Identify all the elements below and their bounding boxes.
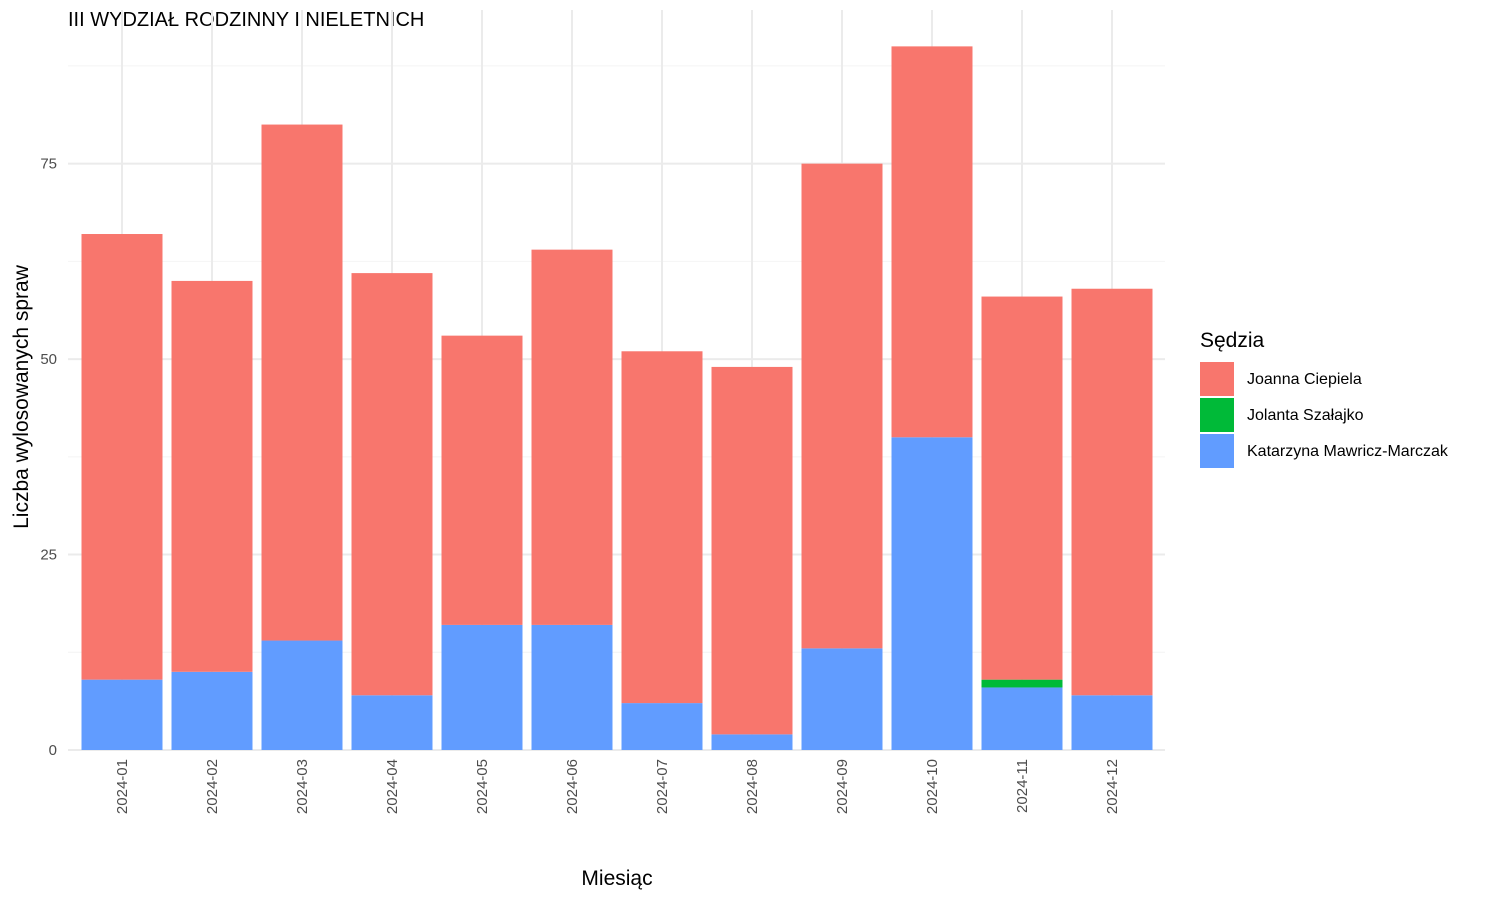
bar-segment [351,695,433,750]
legend-label: Jolanta Szałajko [1247,407,1364,424]
bar-segment [531,249,613,625]
bar-segment [81,679,163,750]
bar-segment [171,671,253,750]
legend: Sędzia Joanna Ciepiela Jolanta Szałajko Ka… [1200,329,1449,468]
x-tick-label: 2024-08 [744,759,761,814]
legend-label: Katarzyna Mawricz-Marczak [1247,443,1449,460]
bars [81,46,1153,750]
bar-segment [441,624,523,750]
bar-segment [981,679,1063,688]
bar-segment [1071,288,1153,696]
bar-segment [981,296,1063,680]
legend-swatch [1200,398,1234,432]
legend-title: Sędzia [1200,329,1265,352]
bar-segment [621,351,703,704]
legend-label: Joanna Ciepiela [1247,371,1362,388]
bar-segment [81,234,163,680]
x-tick-label: 2024-11 [1014,759,1031,813]
bar-segment [711,366,793,735]
chart-title: III WYDZIAŁ RODZINNY I NIELETNICH [68,9,424,31]
x-axis-ticks: 2024-01 2024-02 2024-03 2024-04 2024-05 2024-… [114,759,1121,814]
x-tick-label: 2024-04 [384,759,401,814]
bar-segment [171,280,253,672]
x-tick-label: 2024-03 [294,759,311,814]
x-tick-label: 2024-10 [924,759,941,814]
y-tick-label: 25 [40,547,57,564]
x-tick-label: 2024-01 [114,759,131,814]
y-tick-label: 75 [40,156,57,173]
bar-segment [441,335,523,625]
legend-swatch [1200,362,1234,396]
bar-segment [801,163,883,649]
bar-segment [981,687,1063,750]
y-tick-label: 50 [40,351,57,368]
bar-segment [801,648,883,750]
bar-segment [261,640,343,750]
bar-segment [351,273,433,696]
x-tick-label: 2024-06 [564,759,581,814]
x-tick-label: 2024-09 [834,759,851,814]
y-axis-ticks: 0 25 50 75 [40,156,57,759]
bar-segment [621,703,703,750]
legend-items: Joanna Ciepiela Jolanta Szałajko Katarzyna… [1200,362,1449,468]
x-axis-label: Miesiąc [581,867,652,890]
x-tick-label: 2024-02 [204,759,221,814]
bar-segment [891,46,973,438]
y-axis-label: Liczba wylosowanych spraw [10,264,33,529]
bar-segment [1071,695,1153,750]
bar-segment [711,734,793,750]
legend-swatch [1200,434,1234,468]
bar-segment [261,124,343,641]
x-tick-label: 2024-05 [474,759,491,814]
bar-segment [531,624,613,750]
y-tick-label: 0 [49,742,57,759]
bar-segment [891,437,973,750]
x-tick-label: 2024-12 [1104,759,1121,814]
x-tick-label: 2024-07 [654,759,671,814]
